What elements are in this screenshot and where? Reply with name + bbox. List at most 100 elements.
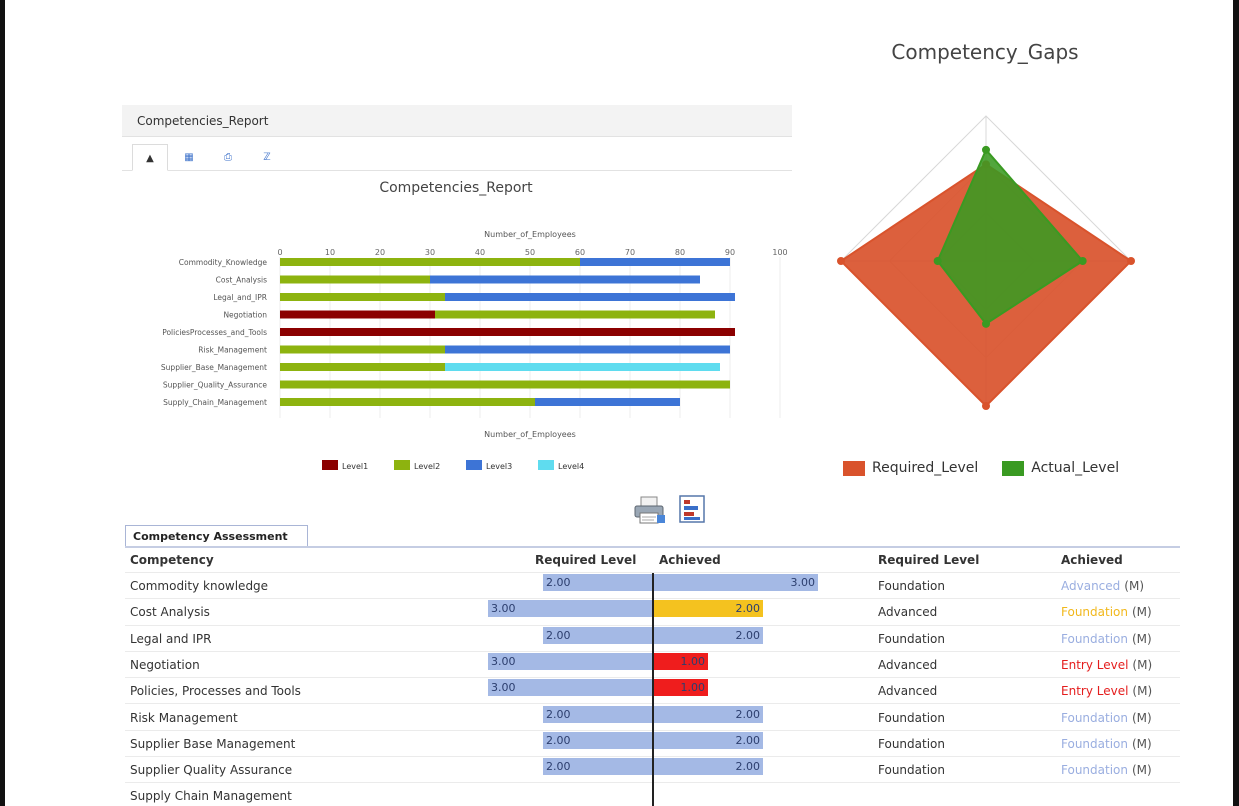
printer-icon[interactable] bbox=[633, 495, 667, 525]
competency-name: Legal and IPR bbox=[130, 631, 212, 646]
y-category-label: Cost_Analysis bbox=[216, 276, 267, 285]
column-header-required-level[interactable]: Required Level bbox=[878, 553, 980, 567]
achieved-level-bar: 3.00 bbox=[653, 574, 818, 591]
required-level-bar: 3.00 bbox=[488, 679, 653, 697]
achieved-level-suffix: (M) bbox=[1132, 657, 1153, 672]
achieved-level-text: Advanced (M) bbox=[1061, 579, 1144, 593]
sort-icon: ℤ bbox=[263, 152, 271, 163]
tab-chart-view[interactable]: ▲ bbox=[132, 144, 168, 171]
bar-segment bbox=[445, 293, 735, 301]
radar-legend: Required_Level Actual_Level bbox=[843, 458, 1143, 478]
required-level-bar: 3.00 bbox=[488, 600, 653, 618]
tab-sort-view[interactable]: ℤ bbox=[249, 144, 285, 171]
column-header-required-bar[interactable]: Required Level bbox=[535, 553, 637, 567]
achieved-level-label: Entry Level bbox=[1061, 657, 1129, 672]
required-level-text: Foundation bbox=[878, 736, 945, 751]
competency-name: Negotiation bbox=[130, 657, 200, 672]
competency-gaps-radar-chart bbox=[837, 115, 1135, 410]
bar-legend-label: Level2 bbox=[414, 462, 440, 471]
y-category-label: Commodity_Knowledge bbox=[179, 258, 268, 267]
report-tab-bar: ▲ ▦ ⎙ ℤ bbox=[122, 137, 792, 171]
bar-segment bbox=[280, 258, 580, 266]
achieved-level-bar: 1.00 bbox=[653, 652, 708, 670]
required-level-bar: 2.00 bbox=[543, 731, 653, 749]
competency-name: Supplier Quality Assurance bbox=[130, 763, 293, 778]
achieved-level-bar: 2.00 bbox=[653, 705, 763, 723]
export-chart-icon[interactable] bbox=[677, 494, 709, 524]
bar-segment bbox=[580, 258, 730, 266]
y-category-label: Legal_and_IPR bbox=[213, 293, 267, 302]
x-tick-label: 50 bbox=[525, 248, 535, 257]
required-level-text: Advanced bbox=[878, 684, 938, 699]
report-panel-header: Competencies_Report bbox=[122, 105, 792, 137]
bar-segment bbox=[280, 275, 430, 284]
bar-legend-label: Level1 bbox=[342, 462, 368, 471]
bar-legend-swatch bbox=[394, 460, 410, 470]
x-tick-label: 20 bbox=[375, 248, 385, 257]
achieved-level-suffix: (M) bbox=[1131, 605, 1152, 620]
tab-competency-assessment[interactable]: Competency Assessment bbox=[125, 525, 308, 547]
legend-swatch-actual bbox=[1002, 460, 1025, 476]
achieved-level-text: Entry Level (M) bbox=[1061, 684, 1152, 698]
achieved-level-label: Advanced bbox=[1061, 579, 1121, 593]
required-level-text: Foundation bbox=[878, 579, 945, 593]
radar-point bbox=[982, 145, 990, 154]
bar-segment bbox=[435, 310, 715, 319]
required-level-text: Advanced bbox=[878, 657, 938, 672]
achieved-level-bar: 1.00 bbox=[653, 679, 708, 697]
achieved-level-label: Foundation bbox=[1061, 710, 1128, 725]
table-row[interactable]: Policies, Processes and Tools 3.00 1.00 Adv… bbox=[125, 678, 1180, 705]
competency-name: Supply Chain Management bbox=[130, 789, 292, 804]
radar-point bbox=[1078, 257, 1087, 265]
required-level-bar: 2.00 bbox=[543, 626, 653, 644]
required-level-text: Foundation bbox=[878, 631, 945, 646]
achieved-level-bar: 2.00 bbox=[653, 626, 763, 644]
bar-chart-icon: ▲ bbox=[146, 153, 154, 164]
radar-point bbox=[837, 257, 845, 265]
x-tick-label: 100 bbox=[772, 248, 787, 257]
y-category-label: PoliciesProcesses_and_Tools bbox=[162, 328, 267, 337]
bar-segment bbox=[445, 363, 720, 371]
competency-name: Commodity knowledge bbox=[130, 579, 269, 593]
table-row[interactable]: Supplier Quality Assurance 2.00 2.00 Founda… bbox=[125, 757, 1180, 784]
table-row[interactable]: Supply Chain Management bbox=[125, 783, 1180, 806]
column-header-achieved-bar[interactable]: Achieved bbox=[659, 553, 721, 567]
radar-point bbox=[982, 319, 990, 328]
competency-name: Supplier Base Management bbox=[130, 736, 296, 751]
required-level-text: Foundation bbox=[878, 763, 945, 778]
legend-item-required[interactable]: Required_Level bbox=[843, 460, 978, 476]
bar-legend-label: Level3 bbox=[486, 462, 512, 471]
achieved-level-text: Foundation (M) bbox=[1061, 737, 1152, 751]
achieved-level-suffix: (M) bbox=[1131, 710, 1152, 725]
required-level-bar: 3.00 bbox=[488, 652, 653, 670]
window-frame-right bbox=[1233, 0, 1239, 806]
bar-segment bbox=[280, 380, 730, 389]
legend-label-required: Required_Level bbox=[872, 460, 979, 476]
x-tick-label: 0 bbox=[277, 248, 282, 257]
achieved-level-text: Foundation (M) bbox=[1061, 605, 1152, 619]
bar-segment bbox=[535, 398, 680, 406]
x-axis-title-bottom: Number_of_Employees bbox=[484, 430, 576, 439]
competencies-bar-chart: Competencies_Report Number_of_Employees Nu… bbox=[161, 180, 788, 471]
column-header-competency[interactable]: Competency bbox=[130, 553, 214, 567]
bar-legend-swatch bbox=[538, 460, 554, 470]
bar-chart-title: Competencies_Report bbox=[379, 180, 533, 196]
achieved-level-text: Foundation (M) bbox=[1061, 763, 1152, 777]
bar-legend-label: Level4 bbox=[558, 462, 584, 471]
bar-segment bbox=[280, 345, 445, 354]
tab-print-view[interactable]: ⎙ bbox=[210, 144, 246, 171]
radar-point bbox=[933, 257, 942, 265]
achieved-level-label: Foundation bbox=[1061, 631, 1128, 646]
bar-segment bbox=[430, 275, 700, 284]
y-category-label: Risk_Management bbox=[198, 346, 267, 355]
table-row[interactable]: Legal and IPR 2.00 2.00 Foundation Foundatio… bbox=[125, 626, 1180, 652]
column-header-achieved[interactable]: Achieved bbox=[1061, 553, 1123, 567]
achieved-level-suffix: (M) bbox=[1132, 684, 1153, 699]
legend-item-actual[interactable]: Actual_Level bbox=[1002, 460, 1119, 476]
achieved-level-suffix: (M) bbox=[1131, 631, 1152, 646]
tab-table-view[interactable]: ▦ bbox=[171, 144, 207, 171]
achieved-level-text: Foundation (M) bbox=[1061, 711, 1152, 725]
y-category-label: Supplier_Base_Management bbox=[161, 363, 267, 372]
achieved-level-label: Entry Level bbox=[1061, 684, 1129, 699]
x-tick-label: 90 bbox=[725, 248, 735, 257]
